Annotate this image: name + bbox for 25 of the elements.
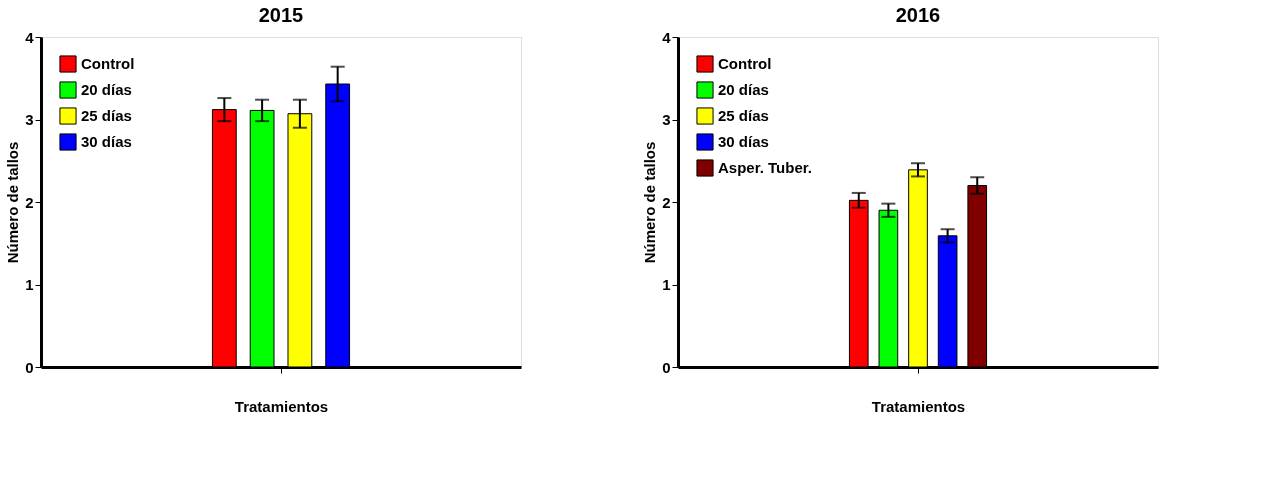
legend-label: 30 días <box>81 133 132 150</box>
legend-label: Asper. Tuber. <box>718 159 812 176</box>
y-axis-title: Número de tallos <box>641 141 659 264</box>
legend-label: Control <box>718 55 772 72</box>
y-tick-label: 1 <box>662 276 671 293</box>
legend-label: 25 días <box>718 107 769 124</box>
y-tick-label: 3 <box>662 111 671 128</box>
y-tick-label: 3 <box>25 111 34 128</box>
legend-label: 30 días <box>718 133 769 150</box>
y-tick-label: 0 <box>25 358 34 376</box>
legend-label: 25 días <box>81 107 132 124</box>
chart-title: 2016 <box>895 4 941 26</box>
x-axis-title: Tratamientos <box>234 397 329 415</box>
chart-title: 2015 <box>258 4 304 26</box>
y-tick-label: 2 <box>662 193 671 211</box>
y-tick-label: 0 <box>662 358 671 376</box>
y-tick-label: 4 <box>662 28 672 46</box>
legend-label: Control <box>81 55 135 72</box>
y-tick-label: 1 <box>25 276 34 293</box>
legend-label: 20 días <box>81 81 132 98</box>
y-axis-title: Número de tallos <box>4 141 22 264</box>
x-axis-title: Tratamientos <box>871 397 966 415</box>
y-tick-label: 4 <box>25 28 35 46</box>
y-tick-label: 2 <box>25 193 34 211</box>
legend-label: 20 días <box>718 81 769 98</box>
